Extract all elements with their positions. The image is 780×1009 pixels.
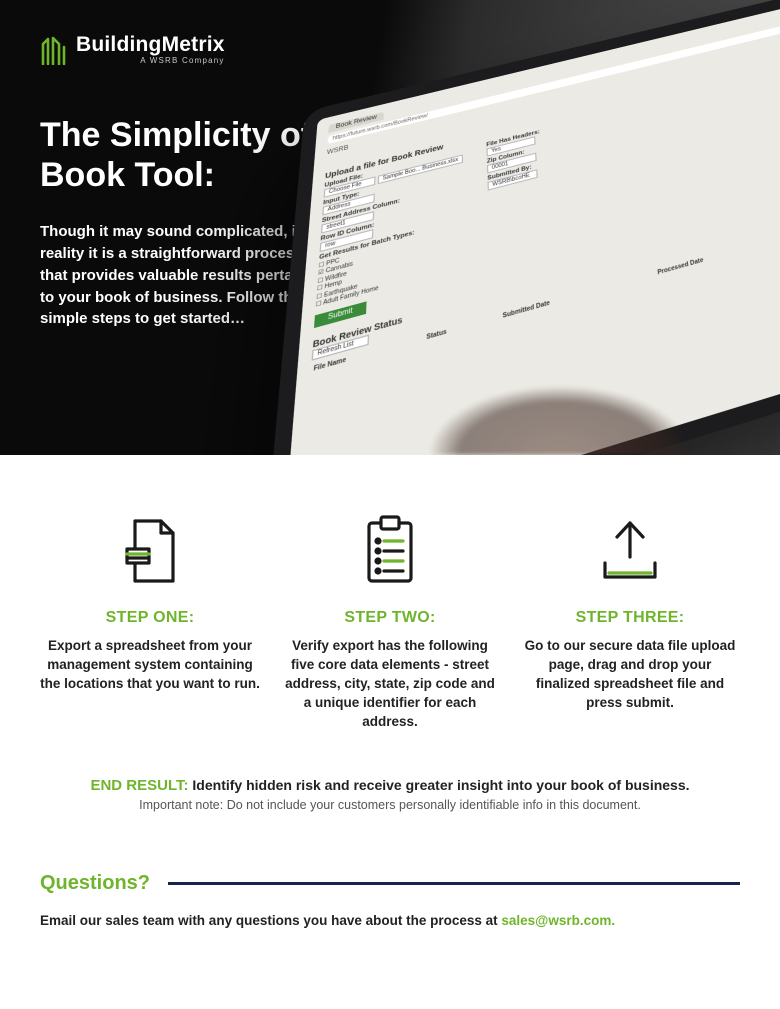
step-title: STEP TWO: [280,609,500,627]
questions-section: Questions? Email our sales team with any… [0,872,780,968]
end-label: END RESULT: [90,777,188,794]
questions-text: Email our sales team with any questions … [40,913,501,928]
steps-row: STEP ONE: Export a spreadsheet from your… [0,455,780,757]
screen-status-col: Status [424,312,501,344]
step-body: Export a spreadsheet from your managemen… [40,637,260,694]
end-result: END RESULT: Identify hidden risk and rec… [0,757,780,872]
end-text: Identify hidden risk and receive greater… [192,777,689,793]
clipboard-list-icon [280,509,500,587]
step-title: STEP ONE: [40,609,260,627]
upload-icon [520,509,740,587]
questions-email-link[interactable]: sales@wsrb.com. [501,913,615,928]
step-one: STEP ONE: Export a spreadsheet from your… [40,509,260,731]
step-body: Verify export has the following five cor… [280,637,500,731]
end-note: Important note: Do not include your cust… [40,798,740,812]
step-two: STEP TWO: Verify export has the followin… [280,509,500,731]
brand-logo-mark-icon [40,35,68,65]
file-export-icon [40,509,260,587]
screen-status-col: Submitted Date [500,269,656,322]
hero: Book Review https://future.wsrb.com/Book… [0,0,780,455]
hero-lede: Though it may sound complicated, in real… [0,195,330,330]
step-three: STEP THREE: Go to our secure data file u… [520,509,740,731]
questions-heading: Questions? [40,872,150,895]
step-title: STEP THREE: [520,609,740,627]
brand-name: BuildingMetrix [76,34,225,56]
brand-tagline: A WSRB Company [76,56,225,65]
questions-divider [168,882,740,885]
step-body: Go to our secure data file upload page, … [520,637,740,713]
